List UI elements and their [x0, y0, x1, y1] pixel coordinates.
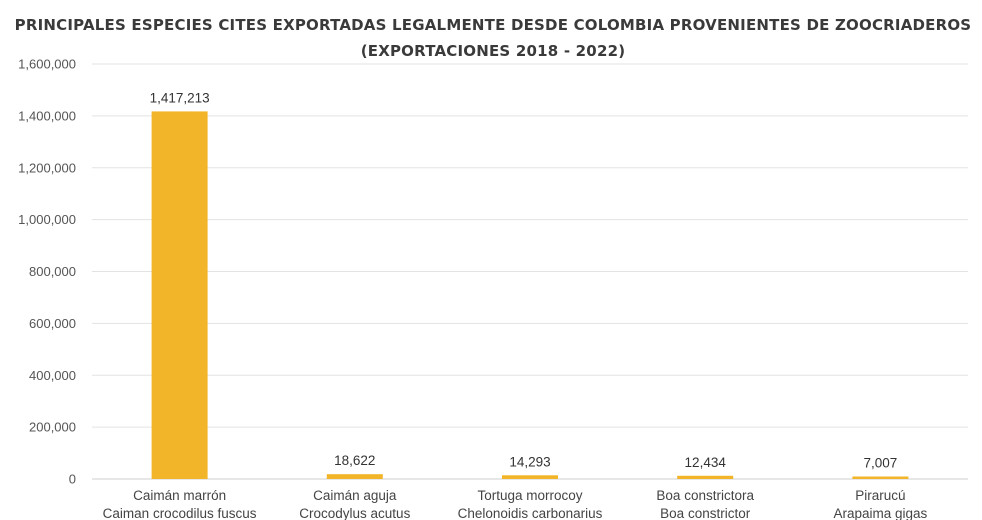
- category-label-scientific: Boa constrictor: [660, 506, 751, 520]
- y-tick-label: 1,000,000: [18, 212, 76, 227]
- bar: [151, 111, 208, 480]
- y-tick-label: 400,000: [29, 368, 76, 383]
- y-axis: 0 200,000 400,000 600,000 800,000 1,000,000 1,…: [18, 57, 76, 487]
- y-tick-label: 200,000: [29, 420, 76, 435]
- chart-title: PRINCIPALES ESPECIES CITES EXPORTADAS LE…: [15, 16, 972, 34]
- y-tick-label: 800,000: [29, 264, 76, 279]
- data-label: 12,434: [685, 455, 727, 470]
- data-label: 7,007: [864, 456, 898, 471]
- category-label-scientific: Caiman crocodilus fuscus: [103, 506, 257, 520]
- category-label-scientific: Crocodylus acutus: [299, 506, 410, 520]
- data-label: 1,417,213: [150, 90, 210, 105]
- bars: [151, 111, 909, 480]
- bar: [326, 474, 383, 479]
- data-label: 18,622: [334, 453, 375, 468]
- chart-subtitle: (EXPORTACIONES 2018 - 2022): [361, 42, 626, 60]
- category-label-common: Pirarucú: [855, 488, 905, 503]
- x-axis: Caimán marrón Caiman crocodilus fuscus Cai…: [103, 488, 928, 520]
- category-label-scientific: Chelonoidis carbonarius: [458, 506, 603, 520]
- y-tick-label: 600,000: [29, 316, 76, 331]
- data-labels: 1,417,213 18,622 14,293 12,434 7,007: [150, 90, 898, 470]
- category-label-common: Caimán aguja: [313, 488, 397, 503]
- y-tick-label: 1,200,000: [18, 160, 76, 175]
- bar: [677, 475, 734, 479]
- category-label-scientific: Arapaima gigas: [833, 506, 927, 520]
- data-label: 14,293: [509, 454, 550, 469]
- bar: [502, 475, 558, 479]
- category-label-common: Caimán marrón: [133, 488, 226, 503]
- y-tick-label: 1,400,000: [18, 108, 76, 123]
- category-label-common: Tortuga morrocoy: [477, 488, 582, 503]
- y-tick-label: 1,600,000: [18, 57, 76, 72]
- gridlines: [92, 63, 968, 480]
- y-tick-label: 0: [69, 472, 76, 487]
- bar: [852, 476, 909, 479]
- category-label-common: Boa constrictora: [656, 488, 754, 503]
